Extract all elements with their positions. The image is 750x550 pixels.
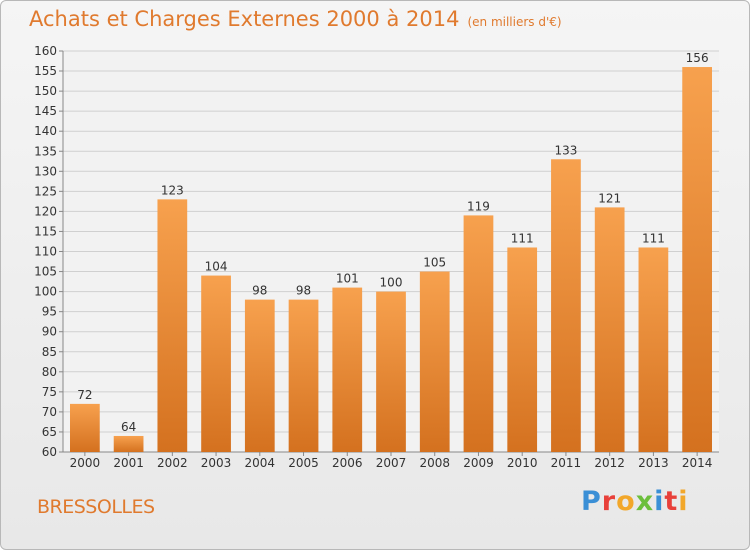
x-tick-label-2006: 2006	[332, 456, 363, 470]
data-label-2004: 98	[252, 284, 267, 298]
chart-title-text: Achats et Charges Externes 2000 à 2014	[29, 7, 460, 31]
bar-2014	[682, 67, 713, 452]
chart-title: Achats et Charges Externes 2000 à 2014 (e…	[29, 7, 562, 31]
y-tick-label: 155	[34, 64, 57, 78]
y-tick-label: 120	[34, 204, 57, 218]
x-tick-label-2012: 2012	[594, 456, 625, 470]
proxiti-logo: Proxiti	[581, 486, 689, 517]
y-tick-label: 100	[34, 285, 57, 299]
town-name: BRESSOLLES	[37, 496, 155, 518]
data-label-2013: 111	[642, 231, 665, 245]
bar-2012	[594, 207, 625, 452]
y-tick-label: 60	[42, 445, 57, 459]
y-tick-label: 135	[34, 144, 57, 158]
data-label-2001: 64	[121, 420, 136, 434]
bar-2001	[113, 435, 144, 452]
bar-2006	[332, 287, 363, 452]
y-tick-label: 130	[34, 164, 57, 178]
y-tick-label: 75	[42, 385, 57, 399]
chart-subtitle: (en milliers d'€)	[467, 15, 562, 29]
x-tick-label-2000: 2000	[70, 456, 101, 470]
bar-2002	[157, 199, 188, 452]
x-tick-label-2007: 2007	[376, 456, 407, 470]
bar-2004	[244, 299, 275, 452]
data-label-2009: 119	[467, 199, 490, 213]
x-tick-label-2009: 2009	[463, 456, 494, 470]
data-label-2008: 105	[423, 256, 446, 270]
bar-2011	[551, 159, 581, 452]
bar-2013	[638, 247, 669, 452]
data-label-2005: 98	[296, 284, 311, 298]
data-label-2011: 133	[554, 143, 577, 157]
y-tick-label: 65	[42, 425, 57, 439]
x-tick-label-2001: 2001	[113, 456, 144, 470]
x-tick-label-2013: 2013	[638, 456, 669, 470]
x-tick-label-2005: 2005	[288, 456, 319, 470]
bar-2009	[463, 215, 494, 452]
bar-2005	[288, 299, 319, 452]
y-tick-label: 150	[34, 84, 57, 98]
data-label-2003: 104	[205, 260, 228, 274]
y-tick-label: 70	[42, 405, 57, 419]
y-tick-label: 125	[34, 184, 57, 198]
bar-2003	[201, 275, 231, 452]
y-tick-label: 140	[34, 124, 57, 138]
bar-2007	[376, 291, 406, 452]
y-tick-label: 105	[34, 265, 57, 279]
y-tick-label: 95	[42, 305, 57, 319]
data-label-2012: 121	[598, 191, 621, 205]
data-label-2010: 111	[511, 231, 534, 245]
y-tick-label: 160	[34, 44, 57, 58]
bar-2000	[69, 403, 100, 452]
bar-2010	[507, 247, 538, 452]
data-label-2002: 123	[161, 183, 184, 197]
data-label-2000: 72	[77, 388, 92, 402]
y-tick-label: 110	[34, 245, 57, 259]
y-tick-label: 85	[42, 345, 57, 359]
bar-2008	[419, 271, 450, 452]
x-tick-label-2003: 2003	[201, 456, 232, 470]
x-tick-label-2014: 2014	[682, 456, 713, 470]
y-tick-label: 90	[42, 325, 57, 339]
x-tick-label-2010: 2010	[507, 456, 538, 470]
y-tick-label: 145	[34, 104, 57, 118]
y-tick-label: 80	[42, 365, 57, 379]
x-tick-label-2002: 2002	[157, 456, 188, 470]
data-label-2007: 100	[380, 276, 403, 290]
x-tick-label-2004: 2004	[245, 456, 276, 470]
x-tick-label-2008: 2008	[419, 456, 450, 470]
data-label-2014: 156	[686, 51, 709, 65]
data-label-2006: 101	[336, 272, 359, 286]
x-tick-label-2011: 2011	[551, 456, 582, 470]
y-tick-label: 115	[34, 224, 57, 238]
